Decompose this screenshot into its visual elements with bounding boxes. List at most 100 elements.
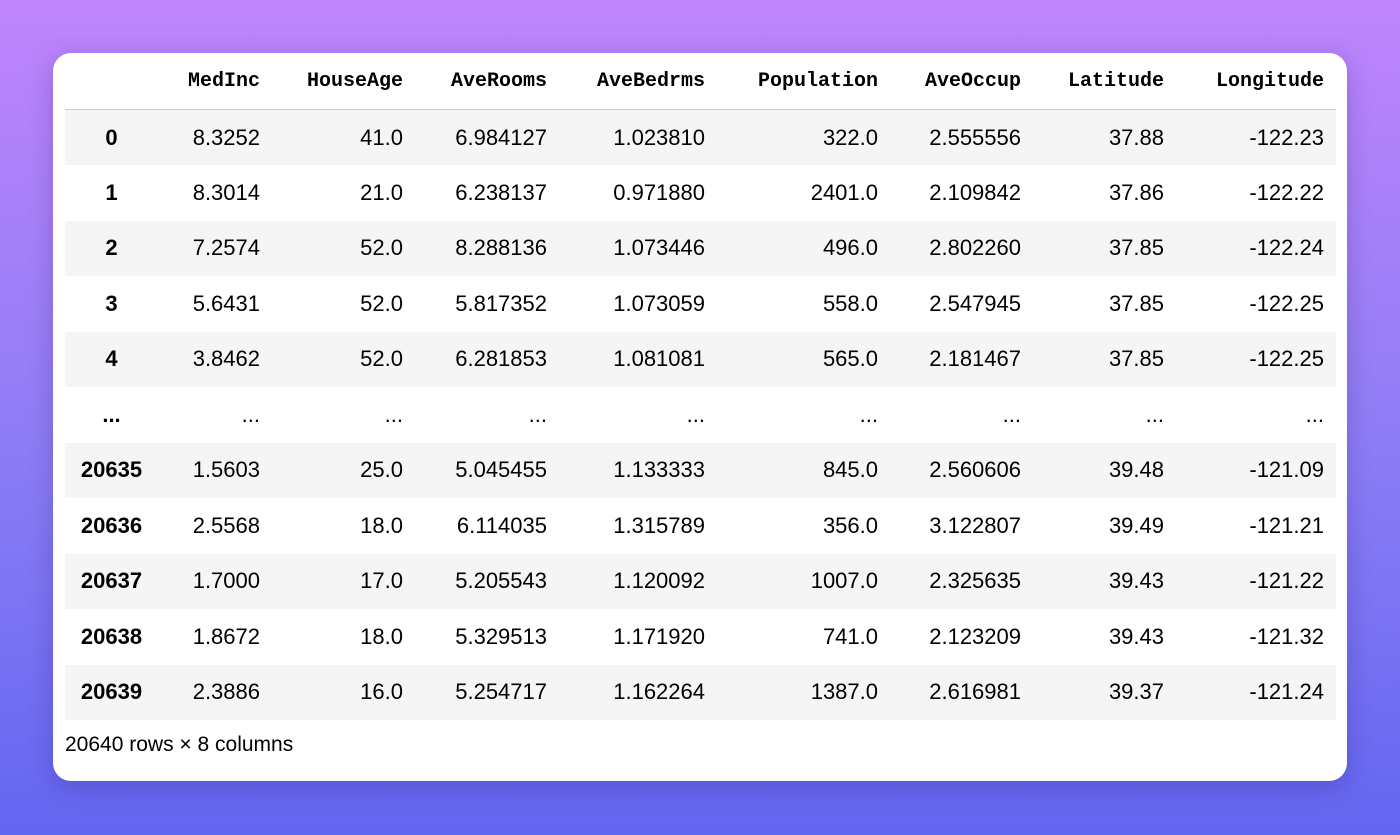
table-cell: 39.37 [1108,679,1164,705]
table-cell: 8.3252 [192,124,260,150]
row-index: ... [102,401,121,427]
table-cell: ... [1145,401,1164,427]
table-cell: 565.0 [822,346,878,372]
table-cell: 2.560606 [929,457,1021,483]
table-cell: 1.023810 [613,124,705,150]
table-cell: 37.86 [1108,179,1164,205]
table-cell: ... [241,401,260,427]
table-row: 4 3.8462 52.0 6.281853 1.081081 565.0 2.181467… [65,331,1336,387]
table-cell: ... [686,401,705,427]
row-index: 20635 [80,457,143,483]
table-row: 20635 1.5603 25.0 5.045455 1.133333 845.0 2.56… [65,442,1336,498]
table-cell: 7.2574 [192,235,260,261]
table-cell: 1.8672 [192,623,260,649]
column-header: AveOccup [890,53,1033,110]
table-cell: -122.22 [1249,179,1324,205]
table-row: ........................... [65,387,1336,443]
table-cell: 39.49 [1108,512,1164,538]
table-cell: 37.85 [1108,290,1164,316]
table-cell: 1.081081 [613,346,705,372]
table-cell: 52.0 [360,290,403,316]
table-cell: 52.0 [360,346,403,372]
table-cell: 2.109842 [929,179,1021,205]
table-cell: 2.123209 [929,623,1021,649]
table-row: 0 8.3252 41.0 6.984127 1.023810 322.0 2.555556… [65,109,1336,165]
table-cell: 41.0 [360,124,403,150]
column-header: MedInc [158,53,272,110]
column-header: HouseAge [272,53,415,110]
table-row: 3 5.6431 52.0 5.817352 1.073059 558.0 2.547945… [65,276,1336,332]
dataframe-table: MedInc HouseAge AveRooms AveBedrms Populatio… [65,53,1336,720]
table-cell: ... [859,401,878,427]
table-cell: 2401.0 [810,179,878,205]
table-cell: 37.88 [1108,124,1164,150]
table-cell: 6.984127 [455,124,547,150]
table-cell: ... [384,401,403,427]
table-footer: 20640 rows × 8 columns [65,733,294,756]
table-cell: -121.32 [1249,623,1324,649]
row-index: 4 [105,346,118,372]
table-cell: 2.181467 [929,346,1021,372]
table-cell: 2.616981 [929,679,1021,705]
table-cell: 5.6431 [192,290,260,316]
table-cell: -122.24 [1249,235,1324,261]
table-cell: 21.0 [360,179,403,205]
row-index: 2 [105,235,118,261]
table-cell: 3.8462 [192,346,260,372]
table-cell: 1007.0 [810,568,878,594]
table-cell: -121.21 [1249,512,1324,538]
table-cell: 496.0 [822,235,878,261]
table-cell: 5.254717 [455,679,547,705]
table-cell: 1.171920 [613,623,705,649]
row-index: 20639 [80,679,143,705]
table-cell: -122.25 [1249,346,1324,372]
table-cell: 52.0 [360,235,403,261]
table-row: 20638 1.8672 18.0 5.329513 1.171920 741.0 2.12… [65,609,1336,665]
table-cell: 37.85 [1108,235,1164,261]
table-cell: 39.48 [1108,457,1164,483]
table-cell: 1.315789 [613,512,705,538]
table-cell: 6.114035 [456,512,547,538]
table-cell: -122.25 [1249,290,1324,316]
table-cell: 5.205543 [455,568,547,594]
table-cell: 1.120092 [613,568,705,594]
table-cell: 16.0 [360,679,403,705]
table-row: 2 7.2574 52.0 8.288136 1.073446 496.0 2.802260… [65,220,1336,276]
table-cell: -121.09 [1249,457,1324,483]
table-cell: 1.162264 [613,679,705,705]
table-cell: -121.22 [1249,568,1324,594]
row-index: 20636 [80,512,143,538]
table-cell: 5.045455 [455,457,547,483]
table-cell: 2.3886 [192,679,260,705]
table-body: 0 8.3252 41.0 6.984127 1.023810 322.0 2.555556… [65,109,1336,720]
table-cell: 25.0 [360,457,403,483]
table-cell: 2.555556 [929,124,1021,150]
table-row: 1 8.3014 21.0 6.238137 0.971880 2401.0 2.10984… [65,165,1336,221]
table-cell: 2.547945 [929,290,1021,316]
column-header: AveBedrms [559,53,717,110]
table-cell: 356.0 [822,512,878,538]
row-index: 1 [105,179,118,205]
table-row: 20637 1.7000 17.0 5.205543 1.120092 1007.0 2.3… [65,553,1336,609]
row-index: 20638 [80,623,143,649]
table-cell: 5.329513 [455,623,547,649]
table-cell: 6.238137 [455,179,547,205]
table-cell: 18.0 [360,623,403,649]
table-cell: 39.43 [1108,623,1164,649]
row-index: 0 [105,124,118,150]
table-cell: 1.7000 [192,568,260,594]
index-header [65,53,158,110]
table-cell: ... [528,401,547,427]
table-cell: 8.3014 [192,179,260,205]
header-row: MedInc HouseAge AveRooms AveBedrms Populatio… [65,53,1336,110]
table-cell: 1.5603 [192,457,260,483]
table-cell: -122.23 [1249,124,1324,150]
table-cell: 558.0 [822,290,878,316]
table-cell: 0.971880 [613,179,705,205]
table-cell: 1.073446 [613,235,705,261]
table-cell: 1.133333 [613,457,705,483]
table-cell: 322.0 [822,124,878,150]
column-header: Latitude [1033,53,1176,110]
table-cell: ... [1305,401,1324,427]
